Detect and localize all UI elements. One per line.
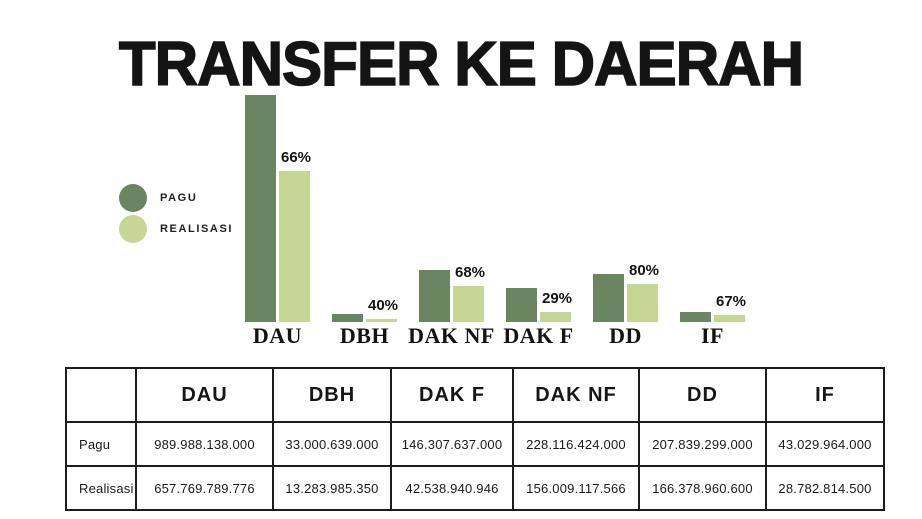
- percent-label-if: 67%: [716, 293, 747, 310]
- percent-label-dbh: 40%: [368, 297, 399, 314]
- bar-pagu-dau: [245, 95, 276, 322]
- category-label-if: IF: [701, 323, 724, 348]
- category-label-dau: DAU: [252, 323, 303, 348]
- bar-realisasi-if: [714, 315, 745, 322]
- bar-realisasi-dd: [627, 284, 658, 322]
- percent-label-dd: 80%: [629, 262, 660, 279]
- row-label-realisasi: Realisasi: [65, 465, 137, 511]
- table-cell-realisasi-dbh: 13.283.985.350: [272, 465, 392, 511]
- table-header-dau: DAU: [135, 367, 274, 423]
- page-title: TRANSFER KE DAERAH: [118, 30, 805, 99]
- table-cell-pagu-if: 43.029.964.000: [765, 421, 885, 467]
- table-header-dak-nf: DAK NF: [512, 367, 640, 423]
- table-header-row: DAU DBH DAK F DAK NF DD IF: [65, 367, 885, 423]
- legend-label-realisasi: REALISASI: [160, 223, 234, 235]
- percent-label-dak-f: 29%: [542, 290, 573, 307]
- percent-label-dau: 66%: [281, 149, 312, 166]
- table-row-realisasi: Realisasi 657.769.789.776 13.283.985.350 42…: [65, 465, 885, 511]
- chart-legend: PAGU REALISASI: [119, 184, 233, 246]
- bar-pagu-dak-f: [506, 288, 537, 322]
- percent-label-dak-nf: 68%: [455, 264, 486, 281]
- table-cell-pagu-dd: 207.839.299.000: [638, 421, 767, 467]
- table-cell-realisasi-dak-nf: 156.009.117.566: [512, 465, 640, 511]
- table-cell-pagu-dak-f: 146.307.637.000: [390, 421, 514, 467]
- category-label-dak-nf: DAK NF: [408, 323, 495, 348]
- table-header-dbh: DBH: [272, 367, 392, 423]
- table-cell-pagu-dau: 989.988.138.000: [135, 421, 274, 467]
- legend-swatch-realisasi-icon: [119, 215, 147, 243]
- bar-pagu-dak-nf: [419, 270, 450, 322]
- table-header-if: IF: [765, 367, 885, 423]
- bar-realisasi-dak-f: [540, 312, 571, 322]
- bar-chart: 66% DAU 40% DBH 68% DAK NF 29% DAK F 80% DD 67% IF: [245, 95, 747, 348]
- bar-realisasi-dak-nf: [453, 286, 484, 322]
- table-cell-realisasi-if: 28.782.814.500: [765, 465, 885, 511]
- table-header-dak-f: DAK F: [390, 367, 514, 423]
- table-cell-pagu-dbh: 33.000.639.000: [272, 421, 392, 467]
- legend-swatch-pagu-icon: [119, 184, 147, 212]
- table-cell-realisasi-dak-f: 42.538.940.946: [390, 465, 514, 511]
- category-label-dbh: DBH: [339, 323, 390, 348]
- bar-realisasi-dau: [279, 171, 310, 322]
- table-row-pagu: Pagu 989.988.138.000 33.000.639.000 146.307…: [65, 421, 885, 467]
- table-header-empty: [65, 367, 137, 423]
- legend-item-pagu: PAGU: [119, 184, 233, 212]
- category-label-dak-f: DAK F: [503, 323, 574, 348]
- bar-realisasi-dbh: [366, 319, 397, 322]
- table-cell-realisasi-dau: 657.769.789.776: [135, 465, 274, 511]
- legend-item-realisasi: REALISASI: [119, 215, 233, 243]
- bar-pagu-if: [680, 312, 711, 322]
- row-label-pagu: Pagu: [65, 421, 137, 467]
- data-table: DAU DBH DAK F DAK NF DD IF Pagu 989.988.138.00…: [65, 367, 885, 511]
- bar-pagu-dbh: [332, 314, 363, 322]
- bar-pagu-dd: [593, 274, 624, 322]
- table-cell-pagu-dak-nf: 228.116.424.000: [512, 421, 640, 467]
- table-cell-realisasi-dd: 166.378.960.600: [638, 465, 767, 511]
- category-label-dd: DD: [609, 323, 642, 348]
- table-header-dd: DD: [638, 367, 767, 423]
- legend-label-pagu: PAGU: [160, 192, 198, 204]
